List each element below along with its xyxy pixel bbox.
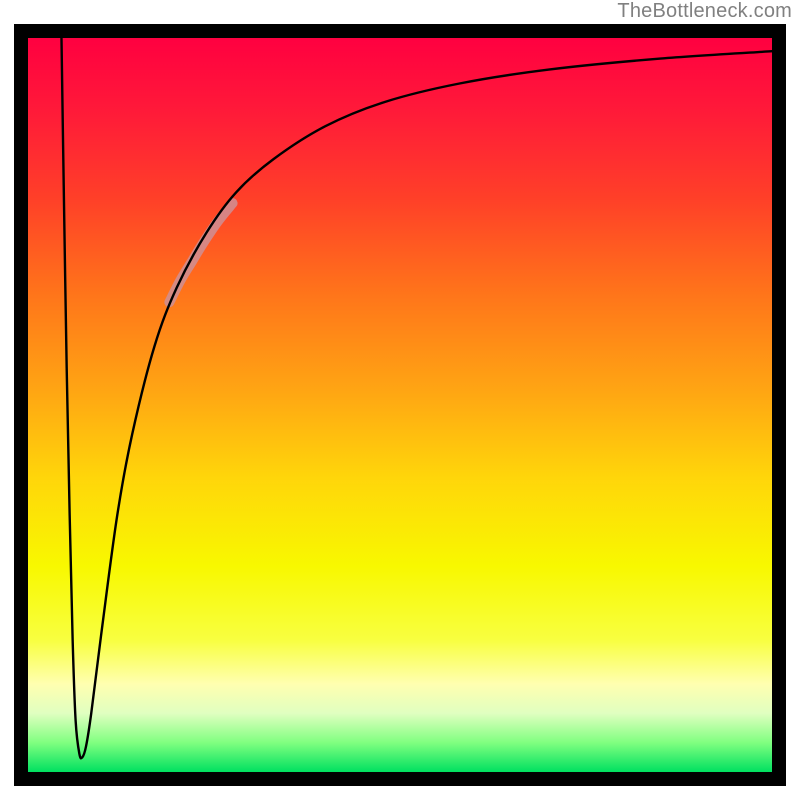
watermark-text: TheBottleneck.com (617, 0, 792, 23)
bottleneck-curve-chart (0, 0, 800, 800)
